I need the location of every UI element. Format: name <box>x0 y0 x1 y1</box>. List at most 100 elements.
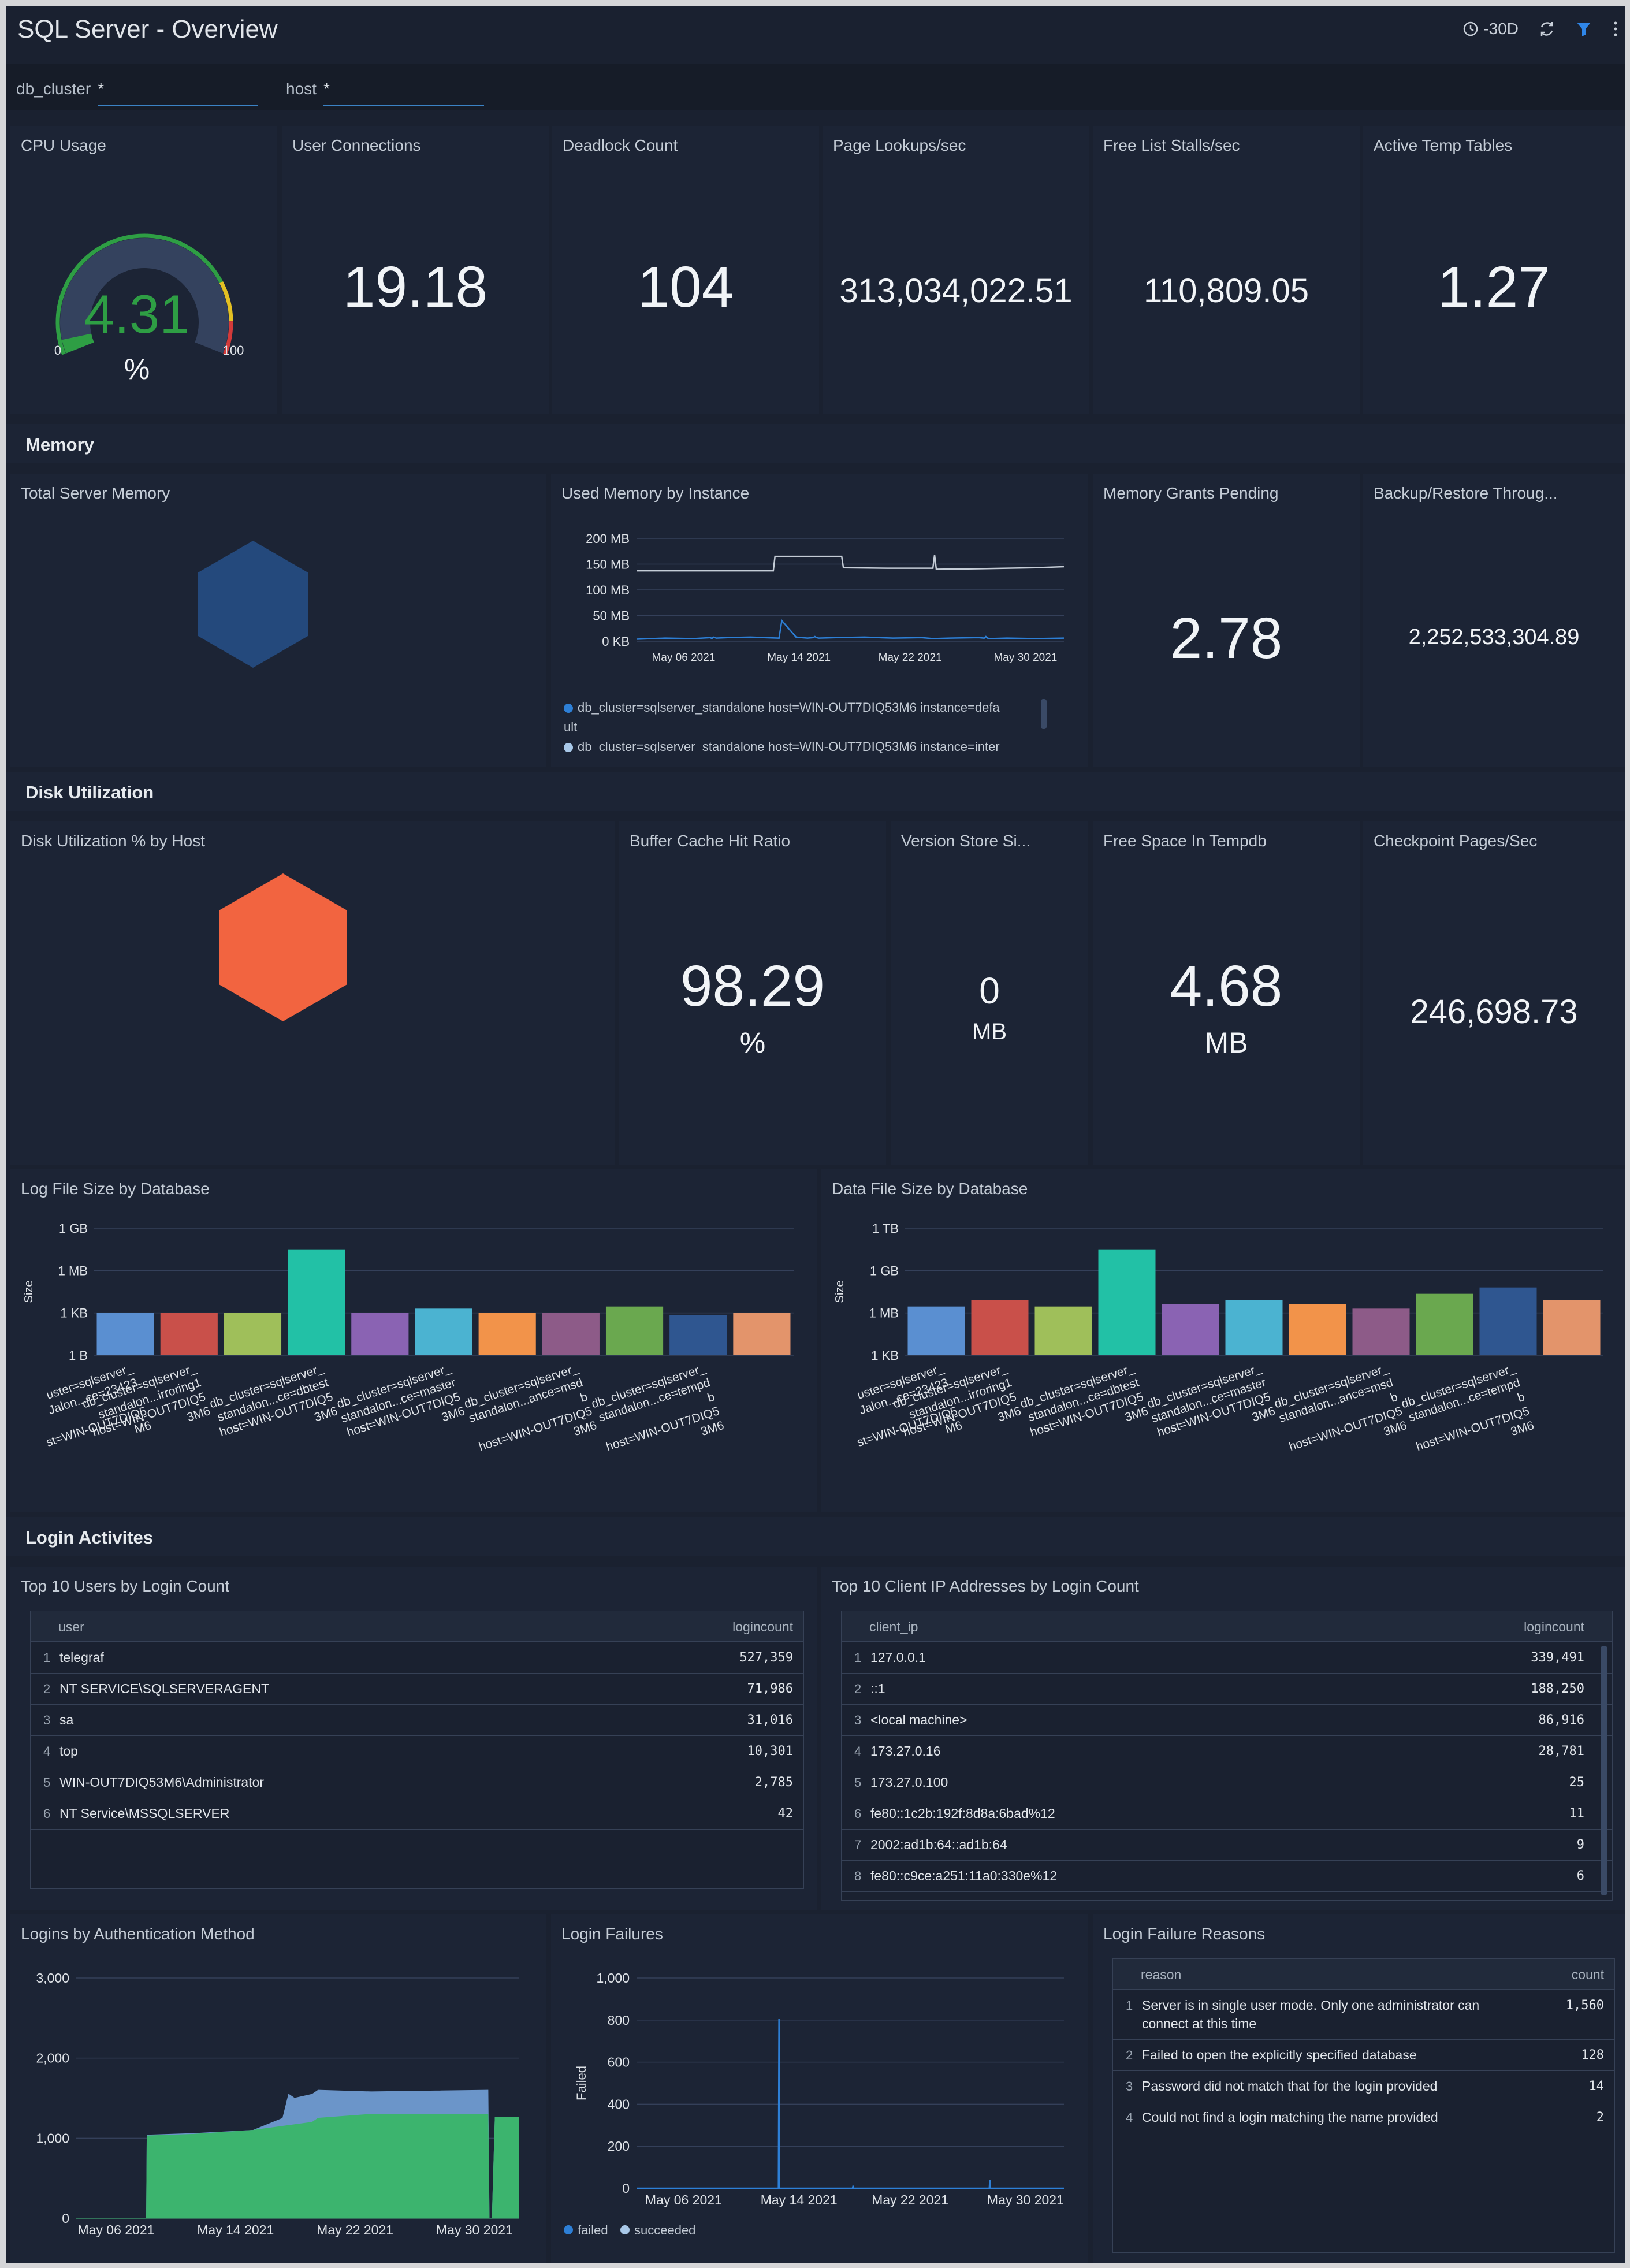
table-row[interactable]: 7 2002:ad1b:64::ad1b:64 9 <box>842 1829 1612 1861</box>
bar <box>1098 1249 1156 1355</box>
deadlock-count-panel: Deadlock Count 104 <box>552 126 819 414</box>
time-range-button[interactable]: -30D <box>1462 20 1519 38</box>
legend-swatch <box>620 2225 630 2234</box>
table-row[interactable]: 6 fe80::1c2b:192f:8d8a:6bad%12 11 <box>842 1798 1612 1830</box>
bar <box>224 1313 282 1355</box>
row-index: 4 <box>43 1744 51 1758</box>
top-ips-table: client_ip logincount 1 127.0.0.1 339,491 2:… <box>841 1611 1613 1901</box>
row-index: 4 <box>854 1744 862 1758</box>
db-cluster-filter-value[interactable]: * <box>98 80 259 106</box>
table-row[interactable]: 6 NT Service\MSSQLSERVER 42 <box>31 1798 803 1830</box>
table-row[interactable]: 2 NT SERVICE\SQLSERVERAGENT 71,986 <box>31 1673 803 1705</box>
bar <box>907 1306 965 1355</box>
row-index: 3 <box>1126 2079 1133 2094</box>
bar <box>1289 1304 1346 1355</box>
row-ip: ::1 <box>870 1681 885 1696</box>
checkpoint-pages-panel: Checkpoint Pages/Sec 246,698.73 <box>1363 821 1625 1165</box>
table-row[interactable]: 1 127.0.0.1 339,491 <box>842 1642 1612 1674</box>
row-ip: <local machine> <box>870 1712 967 1727</box>
row-count: 188,250 <box>1531 1682 1584 1696</box>
area-series-2 <box>76 2114 519 2219</box>
x-tick-label: May 06 2021 <box>645 2192 722 2207</box>
y-tick-label: 200 MB <box>586 531 630 546</box>
table-row[interactable]: 5 WIN-OUT7DIQ53M6\Administrator 2,785 <box>31 1767 803 1798</box>
row-index: 3 <box>854 1713 862 1727</box>
host-filter-value[interactable]: * <box>323 80 484 106</box>
db-cluster-filter[interactable]: db_cluster * <box>16 80 259 106</box>
user-connections-panel: User Connections 19.18 <box>282 126 549 414</box>
y-tick-label: 0 <box>62 2211 69 2226</box>
memory-section-header: Memory <box>6 424 1625 463</box>
version-store-unit: MB <box>972 1019 1007 1044</box>
y-tick-label: 1 KB <box>871 1348 899 1363</box>
used-memory-legend[interactable]: db_cluster=sqlserver_standalone host=WIN… <box>564 698 1043 757</box>
row-reason: Server is in single user mode. Only one … <box>1142 1998 1480 2013</box>
row-index: 6 <box>854 1806 862 1821</box>
table-row[interactable]: 1 Server is in single user mode. Only one… <box>1113 1990 1614 2040</box>
row-user: NT Service\MSSQLSERVER <box>59 1806 230 1821</box>
row-index: 1 <box>1126 1998 1133 2013</box>
legend-label: failed <box>578 2223 608 2237</box>
bar <box>1225 1300 1283 1355</box>
legend-clip <box>551 753 1088 767</box>
disk-section-header: Disk Utilization <box>6 772 1625 811</box>
row-user: WIN-OUT7DIQ53M6\Administrator <box>59 1775 265 1790</box>
y-tick-label: 50 MB <box>593 609 630 623</box>
y-tick-label: 1 MB <box>58 1263 88 1278</box>
table-row[interactable]: 3 sa 31,016 <box>31 1704 803 1736</box>
y-axis-label: Failed <box>574 2066 589 2100</box>
table-row[interactable]: 3 <local machine> 86,916 <box>842 1704 1612 1736</box>
backup-restore-value: 2,252,533,304.89 <box>1408 625 1580 649</box>
row-count: 2,785 <box>754 1775 793 1790</box>
row-count: 10,301 <box>747 1744 793 1758</box>
column-header-logincount[interactable]: logincount <box>732 1619 793 1634</box>
table-row[interactable]: 5 173.27.0.100 25 <box>842 1767 1612 1798</box>
refresh-icon[interactable] <box>1538 20 1555 38</box>
column-header-count[interactable]: count <box>1571 1967 1604 1982</box>
line-series-1 <box>637 2018 1064 2189</box>
row-index: 5 <box>43 1775 51 1790</box>
memory-honeycomb <box>198 541 308 668</box>
header-toolbar: -30D <box>1462 20 1619 38</box>
x-tick-label: May 14 2021 <box>761 2192 838 2207</box>
panel-title: Checkpoint Pages/Sec <box>1374 832 1538 850</box>
more-vertical-icon[interactable] <box>1612 20 1619 38</box>
y-tick-label: 1 TB <box>872 1221 899 1236</box>
panel-title: Top 10 Client IP Addresses by Login Coun… <box>832 1577 1139 1595</box>
column-header-logincount[interactable]: logincount <box>1524 1619 1584 1634</box>
table-row[interactable]: 8 fe80::c9ce:a251:11a0:330e%12 6 <box>842 1860 1612 1892</box>
svg-text:b: b <box>706 1390 716 1404</box>
column-header-client-ip[interactable]: client_ip <box>869 1619 918 1634</box>
section-title: Login Activites <box>25 1527 154 1548</box>
y-tick-label: 1,000 <box>36 2131 69 2146</box>
table-row[interactable]: 2::1 188,250 <box>842 1673 1612 1705</box>
table-row[interactable]: 4 Could not find a login matching the nam… <box>1113 2102 1614 2133</box>
row-count: 11 <box>1569 1806 1585 1821</box>
cpu-value: 4.31 <box>84 284 190 344</box>
auth-method-chart: 3,000 2,000 1,000 0 May 06 2021 May 14 2021 Ma… <box>36 1970 519 2237</box>
y-tick-label: 1,000 <box>596 1970 630 1986</box>
table-row[interactable]: 2 Failed to open the explicitly specified… <box>1113 2039 1614 2071</box>
bar <box>971 1300 1029 1355</box>
filter-icon[interactable] <box>1575 20 1592 38</box>
disk-util-by-host-panel: Disk Utilization % by Host <box>10 821 615 1165</box>
host-filter[interactable]: host * <box>286 80 484 106</box>
table-row[interactable]: 4 173.27.0.16 28,781 <box>842 1735 1612 1767</box>
row-user: top <box>59 1743 78 1758</box>
table-row[interactable]: 1 telegraf 527,359 <box>31 1642 803 1674</box>
section-title: Memory <box>25 434 94 455</box>
column-header-reason[interactable]: reason <box>1141 1967 1182 1982</box>
top-users-table: user logincount 1 telegraf 527,359 2 NT SERV… <box>30 1611 804 1889</box>
table-row[interactable]: 4 top 10,301 <box>31 1735 803 1767</box>
legend-scrollbar[interactable] <box>1041 699 1047 729</box>
user-connections-value: 19.18 <box>343 255 488 319</box>
x-tick-label: May 30 2021 <box>436 2222 513 2237</box>
table-row[interactable]: 3 Password did not match that for the log… <box>1113 2070 1614 2102</box>
bar <box>288 1249 345 1355</box>
column-header-user[interactable]: user <box>58 1619 84 1634</box>
panel-title: Top 10 Users by Login Count <box>21 1577 230 1595</box>
x-tick-label: db_cluster=sqlserver_standalon...ance=ms… <box>1272 1362 1408 1453</box>
table-scrollbar[interactable] <box>1601 1646 1607 1895</box>
row-index: 2 <box>1126 2048 1133 2062</box>
y-tick-label: 1 GB <box>870 1263 899 1278</box>
